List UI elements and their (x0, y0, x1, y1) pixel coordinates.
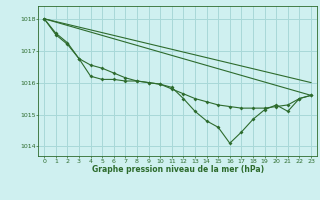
X-axis label: Graphe pression niveau de la mer (hPa): Graphe pression niveau de la mer (hPa) (92, 165, 264, 174)
